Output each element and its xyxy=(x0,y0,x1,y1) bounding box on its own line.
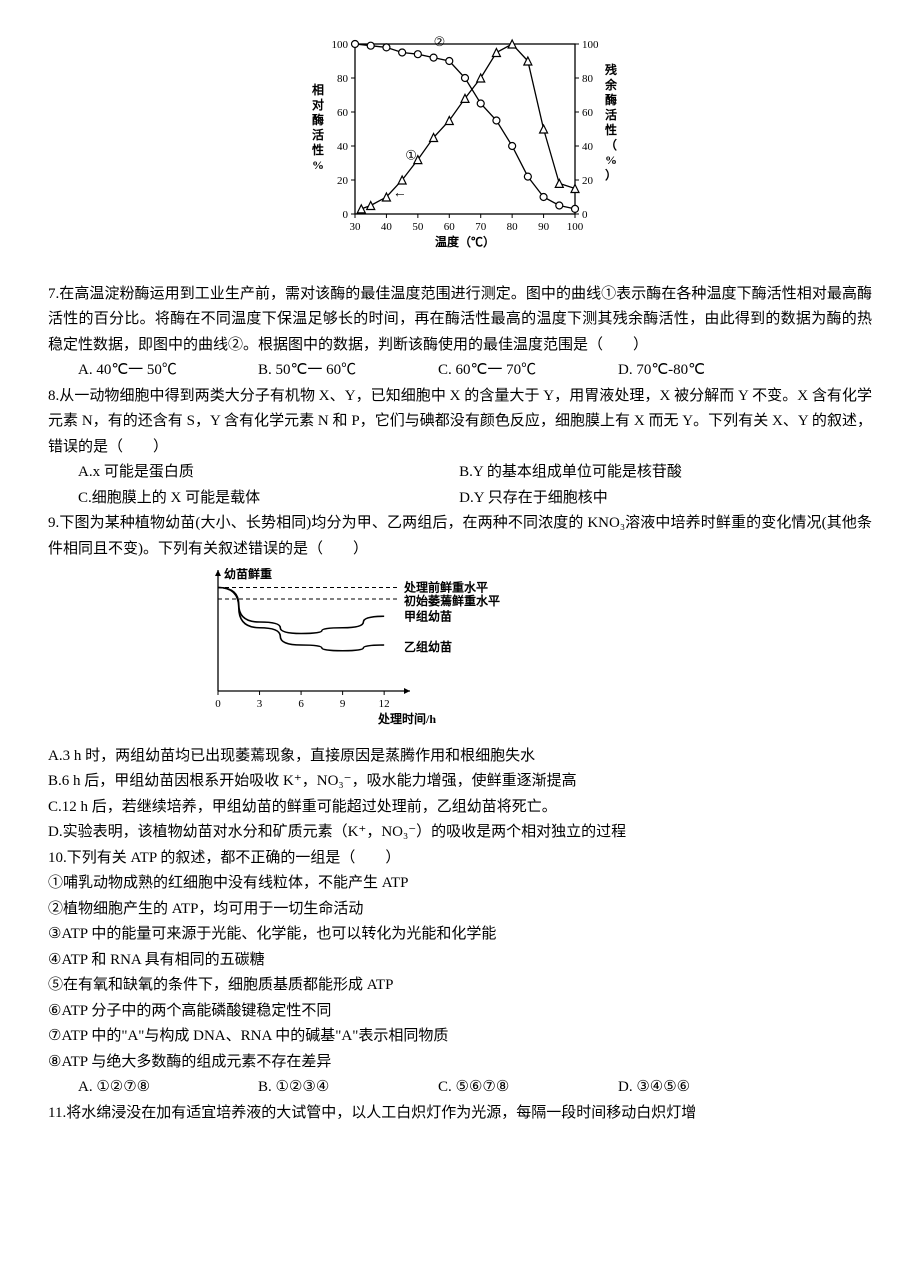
svg-text:②: ② xyxy=(434,34,446,49)
svg-text:40: 40 xyxy=(337,141,349,153)
q7-opt-a: A. 40℃一 50℃ xyxy=(78,358,258,384)
svg-text:100: 100 xyxy=(332,39,349,51)
q11-stem: 11.将水绵浸没在加有适宜培养液的大试管中，以人工白炽灯作为光源，每隔一段时间移… xyxy=(48,1101,872,1127)
svg-text:80: 80 xyxy=(337,73,349,85)
q7-opt-b: B. 50℃一 60℃ xyxy=(258,358,438,384)
q9-opt-a: A.3 h 时，两组幼苗均已出现萎蔫现象，直接原因是蒸腾作用和根细胞失水 xyxy=(48,744,872,770)
q7-options: A. 40℃一 50℃ B. 50℃一 60℃ C. 60℃一 70℃ D. 7… xyxy=(78,358,872,384)
svg-text:初始萎蔫鲜重水平: 初始萎蔫鲜重水平 xyxy=(404,593,500,608)
q10-s6: ⑥ATP 分子中的两个高能磷酸键稳定性不同 xyxy=(48,999,872,1025)
svg-text:60: 60 xyxy=(337,107,349,119)
svg-text:9: 9 xyxy=(340,698,346,710)
svg-text:30: 30 xyxy=(350,221,362,233)
svg-text:100: 100 xyxy=(582,39,599,51)
q10-stem: 10.下列有关 ATP 的叙述，都不正确的一组是（ ） xyxy=(48,846,872,872)
enzyme-activity-chart: 3040506070809010000202040406060808010010… xyxy=(48,34,872,274)
svg-text:对: 对 xyxy=(312,97,324,112)
q9-stem: 9.下图为某种植物幼苗(大小、长势相同)均分为甲、乙两组后，在两种不同浓度的 K… xyxy=(48,511,872,562)
q7-opt-d: D. 70℃-80℃ xyxy=(618,358,798,384)
q10-opt-c: C. ⑤⑥⑦⑧ xyxy=(438,1075,618,1101)
q8-options: A.x 可能是蛋白质 B.Y 的基本组成单位可能是核苷酸 C.细胞膜上的 X 可… xyxy=(78,460,872,511)
svg-text:90: 90 xyxy=(538,221,550,233)
svg-text:%: % xyxy=(605,153,617,167)
svg-text:酶: 酶 xyxy=(605,92,617,107)
svg-text:乙组幼苗: 乙组幼苗 xyxy=(404,639,452,654)
svg-text:0: 0 xyxy=(215,698,221,710)
q7-opt-c: C. 60℃一 70℃ xyxy=(438,358,618,384)
svg-text:残: 残 xyxy=(605,62,617,77)
q10-s4: ④ATP 和 RNA 具有相同的五碳糖 xyxy=(48,948,872,974)
svg-text:60: 60 xyxy=(582,107,594,119)
q9-opt-c: C.12 h 后，若继续培养，甲组幼苗的鲜重可能超过处理前，乙组幼苗将死亡。 xyxy=(48,795,872,821)
svg-text:温度（℃）: 温度（℃） xyxy=(435,234,495,249)
svg-text:60: 60 xyxy=(444,221,456,233)
svg-text:100: 100 xyxy=(567,221,584,233)
svg-text:处理时间/h: 处理时间/h xyxy=(377,711,436,726)
svg-text:%: % xyxy=(312,158,324,172)
seedling-weight-chart: 0 3 6 9 12 幼苗鲜重处理时间/h 处理前鲜重水平初始萎蔫鲜重水平甲组幼苗乙组幼苗 xyxy=(188,568,872,738)
svg-text:20: 20 xyxy=(582,175,594,187)
svg-text:相: 相 xyxy=(312,82,324,97)
svg-text:70: 70 xyxy=(475,221,487,233)
q7-stem: 7.在高温淀粉酶运用到工业生产前，需对该酶的最佳温度范围进行测定。图中的曲线①表… xyxy=(48,282,872,359)
svg-text:性: 性 xyxy=(311,142,324,157)
svg-text:活: 活 xyxy=(605,107,617,122)
q10-opt-d: D. ③④⑤⑥ xyxy=(618,1075,798,1101)
svg-text:80: 80 xyxy=(582,73,594,85)
q8-opt-c: C.细胞膜上的 X 可能是载体 xyxy=(78,486,459,512)
q10-s8: ⑧ATP 与绝大多数酶的组成元素不存在差异 xyxy=(48,1050,872,1076)
q10-s1: ①哺乳动物成熟的红细胞中没有线粒体，不能产生 ATP xyxy=(48,871,872,897)
svg-text:6: 6 xyxy=(298,698,304,710)
svg-text:甲组幼苗: 甲组幼苗 xyxy=(404,608,452,623)
q10-s3: ③ATP 中的能量可来源于光能、化学能，也可以转化为光能和化学能 xyxy=(48,922,872,948)
svg-text:0: 0 xyxy=(582,209,588,221)
svg-text:性: 性 xyxy=(604,122,617,137)
q9-opt-d: D.实验表明，该植物幼苗对水分和矿质元素（K⁺，NO₃⁻）的吸收是两个相对独立的… xyxy=(48,820,872,846)
svg-text:12: 12 xyxy=(379,698,390,710)
svg-text:40: 40 xyxy=(381,221,393,233)
q9-opt-b: B.6 h 后，甲组幼苗因根系开始吸收 K⁺，NO₃⁻，吸水能力增强，使鲜重逐渐… xyxy=(48,769,872,795)
q10-s2: ②植物细胞产生的 ATP，均可用于一切生命活动 xyxy=(48,897,872,923)
svg-text:40: 40 xyxy=(582,141,594,153)
svg-text:（: （ xyxy=(605,137,617,152)
svg-text:幼苗鲜重: 幼苗鲜重 xyxy=(224,568,272,581)
q8-opt-d: D.Y 只存在于细胞核中 xyxy=(459,486,840,512)
svg-text:处理前鲜重水平: 处理前鲜重水平 xyxy=(403,580,488,595)
svg-text:酶: 酶 xyxy=(312,112,324,127)
q10-s5: ⑤在有氧和缺氧的条件下，细胞质基质都能形成 ATP xyxy=(48,973,872,999)
svg-text:←: ← xyxy=(393,186,407,201)
q10-s7: ⑦ATP 中的"A"与构成 DNA、RNA 中的碱基"A"表示相同物质 xyxy=(48,1024,872,1050)
q10-opt-b: B. ①②③④ xyxy=(258,1075,438,1101)
svg-text:80: 80 xyxy=(507,221,518,233)
svg-text:20: 20 xyxy=(337,175,349,187)
svg-text:①: ① xyxy=(405,148,417,163)
svg-text:活: 活 xyxy=(312,127,324,142)
q8-stem: 8.从一动物细胞中得到两类大分子有机物 X、Y，已知细胞中 X 的含量大于 Y，… xyxy=(48,384,872,461)
q10-options: A. ①②⑦⑧ B. ①②③④ C. ⑤⑥⑦⑧ D. ③④⑤⑥ xyxy=(78,1075,872,1101)
q10-opt-a: A. ①②⑦⑧ xyxy=(78,1075,258,1101)
svg-text:3: 3 xyxy=(257,698,263,710)
q8-opt-a: A.x 可能是蛋白质 xyxy=(78,460,459,486)
svg-text:50: 50 xyxy=(412,221,424,233)
svg-text:余: 余 xyxy=(604,77,618,92)
svg-text:）: ） xyxy=(605,167,617,182)
svg-text:0: 0 xyxy=(343,209,349,221)
q8-opt-b: B.Y 的基本组成单位可能是核苷酸 xyxy=(459,460,840,486)
